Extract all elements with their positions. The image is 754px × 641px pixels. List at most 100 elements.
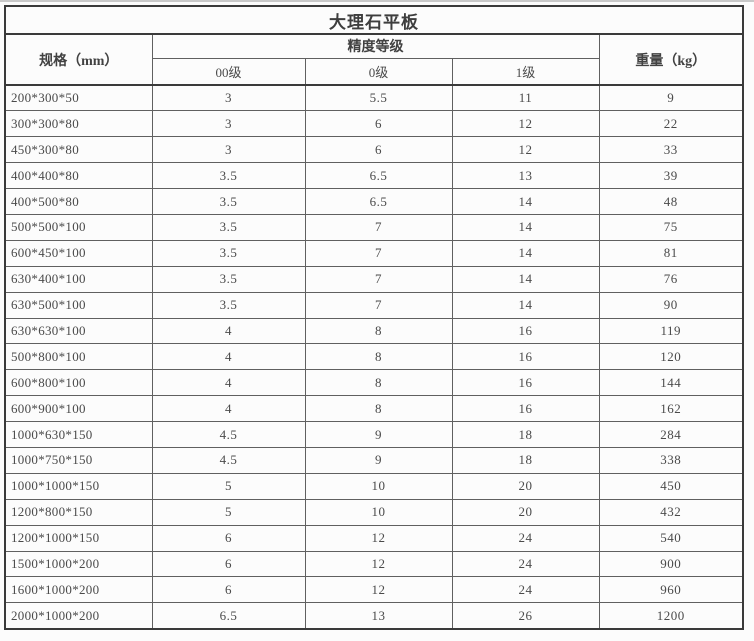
column-header-spec: 规格（mm） bbox=[4, 33, 153, 86]
weight-cell: 120 bbox=[598, 343, 744, 371]
grade-value-cell: 16 bbox=[451, 395, 600, 423]
grade-value-cell: 4.5 bbox=[151, 446, 306, 474]
table-row: 200*300*50 3 5.5 11 9 bbox=[4, 84, 744, 112]
weight-cell: 39 bbox=[598, 162, 744, 190]
table-row: 2000*1000*200 6.5 13 26 1200 bbox=[4, 602, 744, 630]
marble-plate-spec-table: 大理石平板 规格（mm） 精度等级 重量（kg） 00级 0级 1级 200*3… bbox=[4, 5, 745, 630]
table-row: 1600*1000*200 6 12 24 960 bbox=[4, 576, 744, 604]
grade-value-cell: 3.5 bbox=[151, 213, 306, 241]
table-row: 1000*1000*150 5 10 20 450 bbox=[4, 472, 744, 500]
grade-value-cell: 24 bbox=[451, 524, 600, 552]
grade-value-cell: 14 bbox=[451, 239, 600, 267]
weight-cell: 48 bbox=[598, 188, 744, 215]
grade-value-cell: 14 bbox=[451, 291, 600, 319]
table-row: 500*500*100 3.5 7 14 75 bbox=[4, 213, 744, 241]
grade-value-cell: 4 bbox=[151, 317, 306, 345]
grade-value-cell: 3 bbox=[151, 110, 306, 138]
spec-cell: 1000*1000*150 bbox=[4, 472, 153, 500]
grade-value-cell: 12 bbox=[451, 110, 600, 138]
spec-cell: 1500*1000*200 bbox=[4, 550, 153, 578]
weight-cell: 1200 bbox=[598, 602, 744, 630]
grade-value-cell: 8 bbox=[304, 317, 453, 345]
grade-value-cell: 14 bbox=[451, 188, 600, 215]
grade-value-cell: 4 bbox=[151, 395, 306, 423]
column-header-grade-00: 00级 bbox=[151, 57, 306, 86]
weight-cell: 22 bbox=[598, 110, 744, 138]
grade-value-cell: 3 bbox=[151, 136, 306, 164]
spec-cell: 400*400*80 bbox=[4, 162, 153, 190]
grade-value-cell: 6.5 bbox=[151, 602, 306, 630]
grade-value-cell: 6 bbox=[151, 550, 306, 578]
grade-value-cell: 5 bbox=[151, 472, 306, 500]
spec-cell: 600*900*100 bbox=[4, 395, 153, 423]
spec-cell: 450*300*80 bbox=[4, 136, 153, 164]
spec-cell: 1000*750*150 bbox=[4, 446, 153, 474]
grade-value-cell: 18 bbox=[451, 421, 600, 448]
table-row: 600*800*100 4 8 16 144 bbox=[4, 369, 744, 397]
spec-cell: 630*630*100 bbox=[4, 317, 153, 345]
grade-value-cell: 4 bbox=[151, 369, 306, 397]
table-row: 400*400*80 3.5 6.5 13 39 bbox=[4, 162, 744, 190]
grade-value-cell: 6.5 bbox=[304, 188, 453, 215]
grade-value-cell: 12 bbox=[304, 576, 453, 604]
weight-cell: 900 bbox=[598, 550, 744, 578]
header-row-grades: 00级 0级 1级 bbox=[5, 57, 743, 86]
title-row: 大理石平板 bbox=[4, 5, 744, 35]
table-row: 400*500*80 3.5 6.5 14 48 bbox=[4, 188, 744, 215]
table-row: 1000*750*150 4.5 9 18 338 bbox=[4, 446, 744, 474]
grade-value-cell: 8 bbox=[304, 395, 453, 423]
table-body: 200*300*50 3 5.5 11 9 300*300*80 3 6 12 22 450*300… bbox=[4, 84, 744, 630]
weight-cell: 540 bbox=[598, 524, 744, 552]
weight-cell: 119 bbox=[598, 317, 744, 345]
table-row: 600*450*100 3.5 7 14 81 bbox=[4, 239, 744, 267]
table-row: 630*500*100 3.5 7 14 90 bbox=[4, 291, 744, 319]
grade-value-cell: 4 bbox=[151, 343, 306, 371]
grade-value-cell: 6 bbox=[304, 136, 453, 164]
header-row-group: 规格（mm） 精度等级 重量（kg） bbox=[4, 33, 744, 86]
grade-value-cell: 10 bbox=[304, 498, 453, 526]
spec-cell: 200*300*50 bbox=[4, 84, 153, 112]
spec-cell: 400*500*80 bbox=[4, 188, 153, 215]
spec-cell: 630*500*100 bbox=[4, 291, 153, 319]
grade-value-cell: 11 bbox=[451, 84, 600, 112]
grade-value-cell: 8 bbox=[304, 343, 453, 371]
spec-cell: 600*450*100 bbox=[4, 239, 153, 267]
spec-cell: 600*800*100 bbox=[4, 369, 153, 397]
grade-value-cell: 3 bbox=[151, 84, 306, 112]
column-header-weight: 重量（kg） bbox=[598, 33, 744, 86]
table-row: 1000*630*150 4.5 9 18 284 bbox=[4, 421, 744, 448]
grade-value-cell: 4.5 bbox=[151, 421, 306, 448]
weight-cell: 284 bbox=[598, 421, 744, 448]
grade-value-cell: 7 bbox=[304, 213, 453, 241]
table-row: 300*300*80 3 6 12 22 bbox=[4, 110, 744, 138]
grade-value-cell: 3.5 bbox=[151, 162, 306, 190]
spec-cell: 500*500*100 bbox=[4, 213, 153, 241]
grade-value-cell: 24 bbox=[451, 550, 600, 578]
grade-value-cell: 12 bbox=[451, 136, 600, 164]
spec-cell: 630*400*100 bbox=[4, 265, 153, 293]
table-header: 大理石平板 规格（mm） 精度等级 重量（kg） 00级 0级 1级 bbox=[4, 5, 744, 86]
grade-value-cell: 3.5 bbox=[151, 188, 306, 215]
grade-value-cell: 26 bbox=[451, 602, 600, 630]
spec-cell: 1200*1000*150 bbox=[4, 524, 153, 552]
grade-value-cell: 9 bbox=[304, 421, 453, 448]
spec-cell: 1200*800*150 bbox=[4, 498, 153, 526]
grade-value-cell: 6 bbox=[151, 524, 306, 552]
grade-value-cell: 6 bbox=[151, 576, 306, 604]
table-row: 630*400*100 3.5 7 14 76 bbox=[4, 265, 744, 293]
weight-cell: 33 bbox=[598, 136, 744, 164]
image-top-edge-strip bbox=[0, 0, 754, 2]
spec-cell: 500*800*100 bbox=[4, 343, 153, 371]
grade-value-cell: 5.5 bbox=[304, 84, 453, 112]
table-row: 1500*1000*200 6 12 24 900 bbox=[4, 550, 744, 578]
spec-cell: 1000*630*150 bbox=[4, 421, 153, 448]
table-title: 大理石平板 bbox=[4, 5, 744, 35]
spec-cell: 1600*1000*200 bbox=[4, 576, 153, 604]
weight-cell: 90 bbox=[598, 291, 744, 319]
grade-value-cell: 3.5 bbox=[151, 265, 306, 293]
weight-cell: 432 bbox=[598, 498, 744, 526]
grade-value-cell: 6 bbox=[304, 110, 453, 138]
spec-cell: 2000*1000*200 bbox=[4, 602, 153, 630]
grade-value-cell: 7 bbox=[304, 239, 453, 267]
grade-value-cell: 10 bbox=[304, 472, 453, 500]
